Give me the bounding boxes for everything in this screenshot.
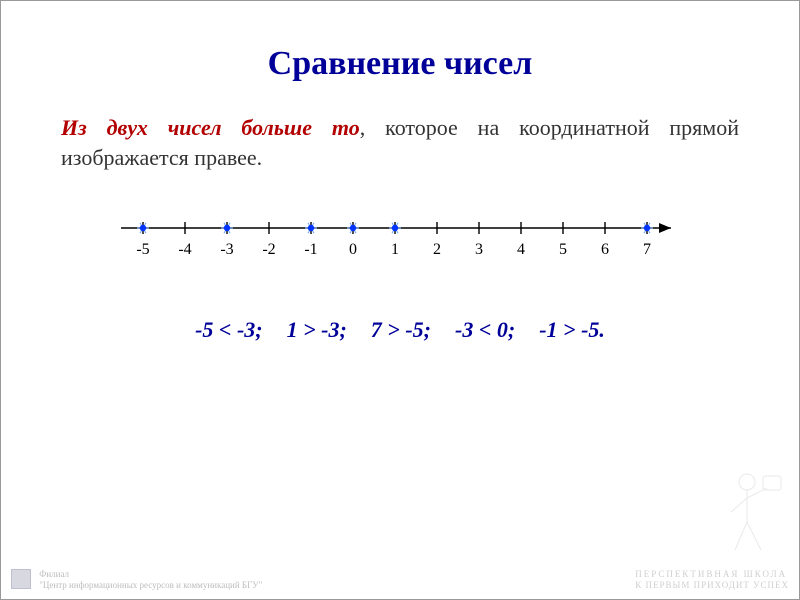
svg-text:6: 6 [601, 241, 609, 258]
rule-emphasis: Из двух чисел больше то [61, 115, 360, 140]
svg-text:1: 1 [391, 241, 399, 258]
svg-text:-2: -2 [262, 241, 275, 258]
svg-text:-1: -1 [304, 241, 317, 258]
svg-text:7: 7 [643, 241, 651, 258]
footer-left-line1: Филиал [39, 569, 69, 579]
svg-text:-5: -5 [136, 241, 149, 258]
page-title: Сравнение чисел [61, 45, 739, 83]
comparisons-row: -5 < -3; 1 > -3; 7 > -5; -3 < 0; -1 > -5. [61, 317, 739, 343]
footer-logo-box [11, 569, 31, 589]
footer-right-line1: ПЕРСПЕКТИВНАЯ ШКОЛА [635, 569, 787, 579]
footer-left-line2: "Центр информационных ресурсов и коммуни… [39, 580, 262, 590]
rule-text: Из двух чисел больше то, которое на коор… [61, 113, 739, 172]
comparison-item: -5 < -3; [195, 317, 263, 342]
comparison-item: 1 > -3; [287, 317, 347, 342]
number-line: -5 -4 -3 -2 -1 0 1 2 3 4 5 6 7 [113, 210, 687, 266]
comparison-item: 7 > -5; [371, 317, 431, 342]
footer-right-line2: К ПЕРВЫМ ПРИХОДИТ УСПЕХ [635, 580, 789, 590]
svg-text:4: 4 [517, 241, 525, 258]
comparison-item: -3 < 0; [455, 317, 515, 342]
svg-text:2: 2 [433, 241, 441, 258]
watermark-figure [717, 468, 787, 563]
footer-left: Филиал "Центр информационных ресурсов и … [11, 569, 262, 591]
svg-text:0: 0 [349, 241, 357, 258]
number-line-container: -5 -4 -3 -2 -1 0 1 2 3 4 5 6 7 [61, 210, 739, 271]
svg-text:3: 3 [475, 241, 483, 258]
svg-text:5: 5 [559, 241, 567, 258]
svg-text:-4: -4 [178, 241, 191, 258]
svg-text:-3: -3 [220, 241, 233, 258]
footer-right: ПЕРСПЕКТИВНАЯ ШКОЛА К ПЕРВЫМ ПРИХОДИТ УС… [635, 569, 789, 591]
comparison-item: -1 > -5. [539, 317, 605, 342]
